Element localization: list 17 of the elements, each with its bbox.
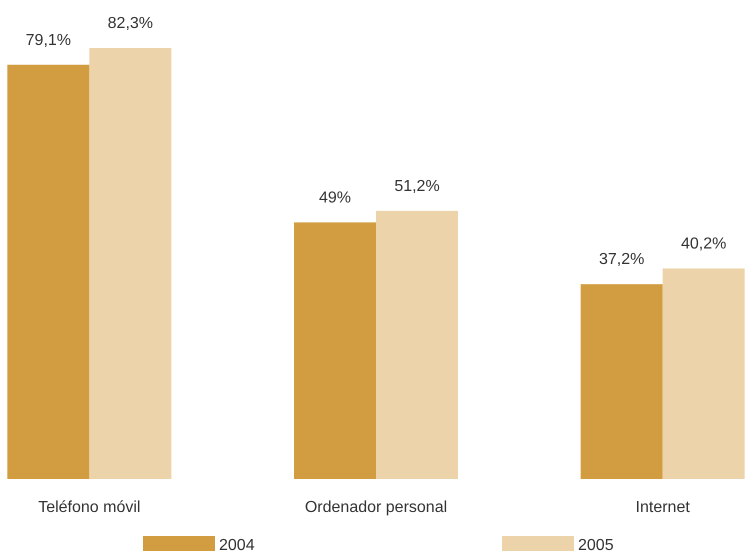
legend-label: 2004 (219, 537, 255, 553)
bar (7, 64, 90, 479)
bar (89, 48, 172, 479)
bar (294, 222, 376, 479)
data-label: 79,1% (26, 32, 72, 49)
legend-label: 2005 (578, 537, 614, 553)
data-label: 40,2% (680, 235, 726, 252)
data-label: 49% (318, 189, 352, 206)
bar (662, 268, 745, 479)
x-tick-label: Teléfono móvil (38, 499, 140, 516)
x-tick-label: Ordenador personal (304, 499, 448, 516)
data-label: 37,2% (598, 251, 644, 268)
data-label: 82,3% (108, 15, 154, 32)
x-tick-label: Internet (636, 499, 690, 516)
data-label: 51,2% (394, 178, 440, 195)
bar (376, 210, 458, 479)
bar (580, 284, 663, 479)
